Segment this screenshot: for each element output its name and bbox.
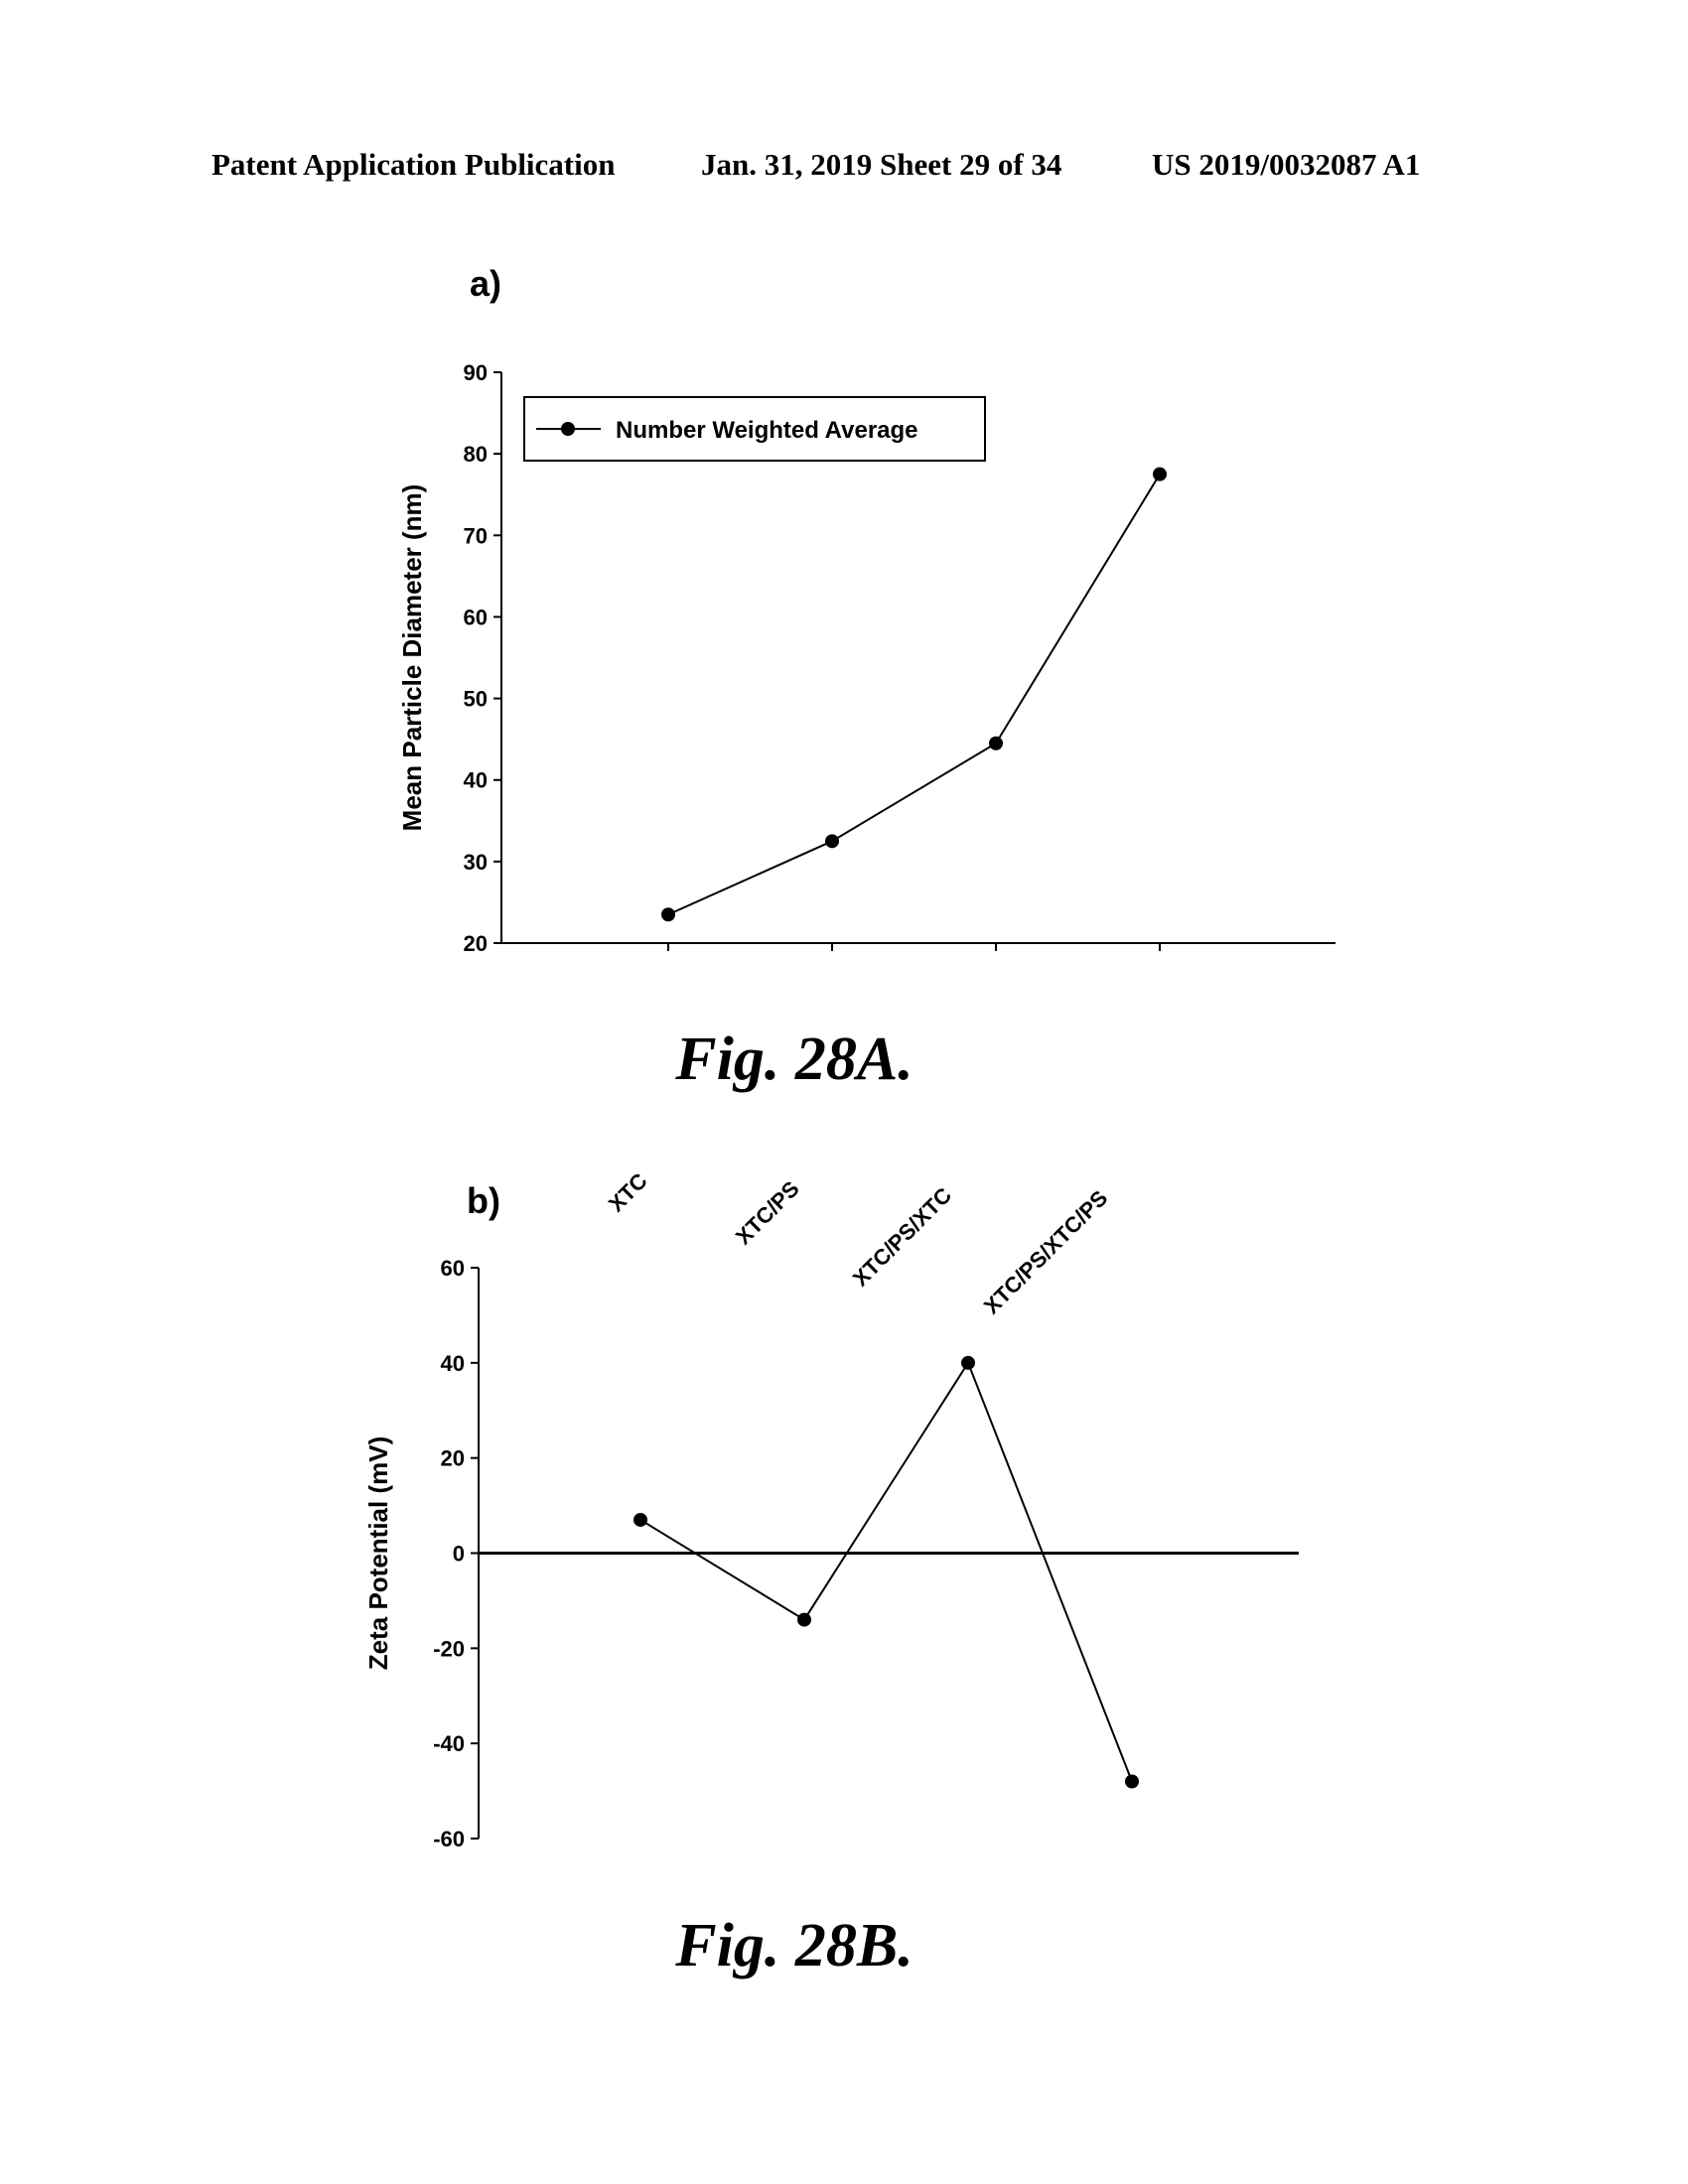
figure-caption-b: Fig. 28B. <box>675 1911 913 1981</box>
category-label: XTC/PS/XTC/PS <box>979 1185 1112 1318</box>
data-point <box>1125 1775 1139 1789</box>
y-tick-label: 0 <box>453 1542 465 1567</box>
y-tick-label: 40 <box>441 1351 465 1376</box>
y-tick-label: 60 <box>441 1256 465 1281</box>
category-label: XTC/PS <box>731 1176 804 1250</box>
panel-label-b: b) <box>467 1180 500 1221</box>
series-line-zeta-potential <box>640 1363 1132 1782</box>
data-point <box>633 1513 647 1527</box>
data-point <box>797 1613 811 1627</box>
category-label: XTC <box>604 1168 652 1217</box>
y-tick-label: 20 <box>441 1446 465 1471</box>
y-tick-label: -40 <box>433 1731 465 1756</box>
category-label: XTC/PS/XTC <box>848 1182 956 1291</box>
y-axis-label: Zeta Potential (mV) <box>363 1436 393 1670</box>
y-tick-label: -60 <box>433 1827 465 1851</box>
y-tick-label: -20 <box>433 1636 465 1661</box>
data-point <box>961 1356 975 1370</box>
